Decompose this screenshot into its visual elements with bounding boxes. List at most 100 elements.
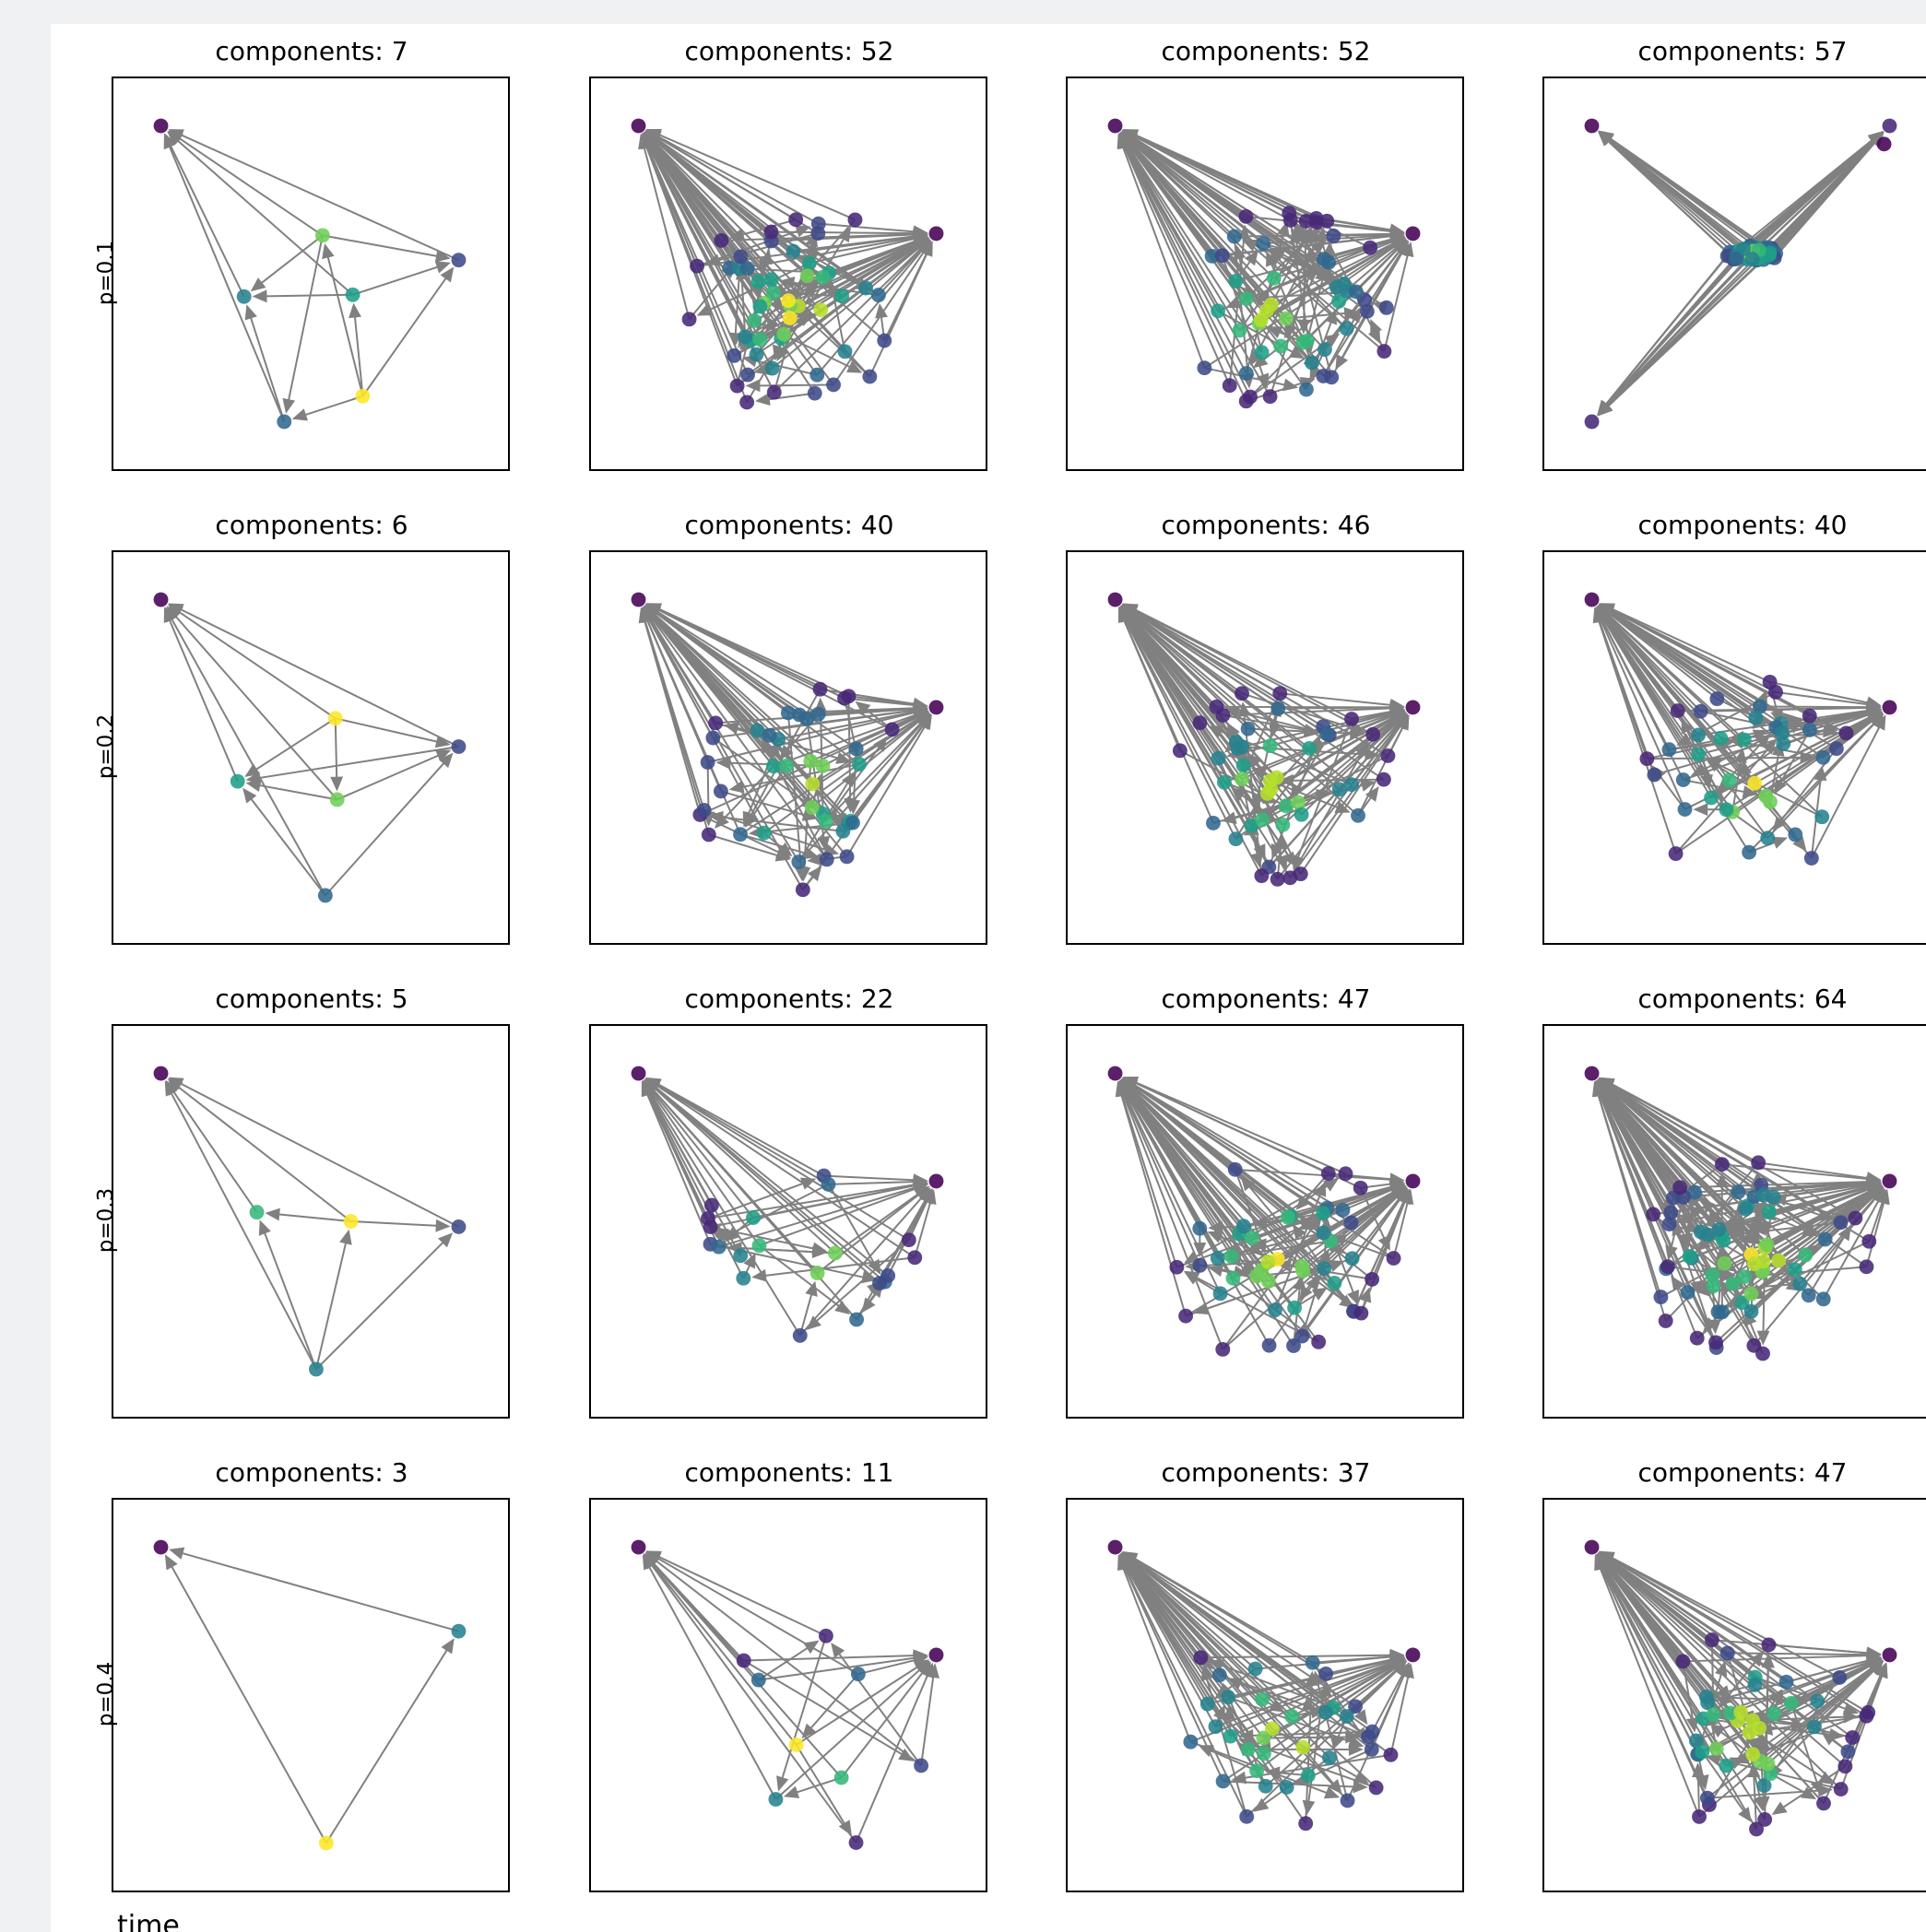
graph-node xyxy=(1756,1778,1772,1793)
graph-node xyxy=(327,711,343,726)
graph-node xyxy=(736,1270,751,1286)
graph-node xyxy=(1295,1739,1311,1755)
graph-node xyxy=(1742,1725,1757,1740)
graph-node xyxy=(1240,721,1256,736)
edge-arrow xyxy=(1771,1765,1846,1816)
graph-node xyxy=(1692,1808,1707,1824)
graph-node xyxy=(928,1647,944,1663)
graph-node xyxy=(1230,740,1246,756)
graph-node xyxy=(766,384,782,400)
edge-arrow xyxy=(335,717,451,748)
graph-node xyxy=(739,395,755,410)
graph-node xyxy=(1743,1286,1759,1302)
edge-arrow xyxy=(1597,1553,1754,1722)
panel-title: components: 3 xyxy=(215,1457,408,1488)
graph-node xyxy=(1646,1207,1661,1222)
graph-node xyxy=(1339,321,1354,336)
graph-node xyxy=(833,1770,849,1785)
panel-title: components: 6 xyxy=(215,510,408,540)
graph-node xyxy=(703,1219,718,1234)
graph-node xyxy=(1331,782,1347,797)
graph-node xyxy=(1744,252,1760,267)
edge-arrow xyxy=(167,1078,352,1222)
edge-arrow xyxy=(643,1553,857,1844)
graph-node xyxy=(1882,700,1897,715)
graph-node xyxy=(819,852,834,867)
graph-node xyxy=(696,803,712,818)
graph-node xyxy=(451,253,467,268)
graph-node xyxy=(1859,1708,1874,1724)
graph-node xyxy=(1840,1744,1856,1760)
graph-node xyxy=(1319,726,1335,742)
graph-node xyxy=(1298,1816,1314,1832)
edge-arrow xyxy=(1249,220,1329,367)
graph-node xyxy=(1647,767,1662,783)
edge-arrow xyxy=(322,243,364,396)
edge-arrow xyxy=(265,1208,351,1222)
network-plot xyxy=(153,1066,467,1377)
graph-node xyxy=(1214,248,1230,264)
edge-arrow xyxy=(1121,131,1235,238)
network-plot xyxy=(631,1539,944,1850)
graph-node xyxy=(928,226,944,242)
graph-node xyxy=(1223,1728,1238,1744)
graph-node xyxy=(249,1205,265,1220)
graph-node xyxy=(713,783,728,799)
graph-node xyxy=(1107,1539,1123,1555)
graph-node xyxy=(1747,1677,1763,1692)
graph-node xyxy=(1736,732,1752,748)
edge-arrow xyxy=(776,1635,827,1792)
graph-node xyxy=(1383,1747,1399,1762)
edge-arrow xyxy=(1290,734,1330,799)
graph-node xyxy=(779,758,794,773)
graph-node xyxy=(1405,1173,1421,1189)
graph-node xyxy=(1298,382,1314,397)
graph-node xyxy=(1282,206,1297,221)
graph-node xyxy=(1802,722,1817,737)
graph-node xyxy=(1376,772,1391,787)
graph-node xyxy=(827,1245,843,1261)
graph-node xyxy=(1693,703,1708,719)
network-panel xyxy=(1542,1498,1926,1892)
network-panel xyxy=(589,1498,987,1892)
edge-arrow xyxy=(920,1663,940,1766)
graph-node xyxy=(1688,1733,1704,1749)
graph-node xyxy=(1238,291,1254,306)
edge-arrow xyxy=(845,714,932,857)
edge-arrow xyxy=(1807,1225,1851,1296)
graph-node xyxy=(1215,1341,1231,1357)
x-axis-label: time xyxy=(117,1910,180,1932)
graph-node xyxy=(1828,741,1844,757)
edge-arrow xyxy=(315,1232,454,1371)
graph-node xyxy=(1343,1215,1359,1231)
graph-node xyxy=(826,377,841,393)
graph-node xyxy=(1680,1285,1696,1300)
graph-node xyxy=(1294,1258,1310,1274)
edge-arrow xyxy=(166,606,338,801)
graph-node xyxy=(451,739,467,754)
edge-arrow xyxy=(1122,1551,1327,1675)
network-plot xyxy=(153,1539,467,1851)
edge-arrow xyxy=(1119,607,1292,878)
graph-node xyxy=(1833,1782,1849,1797)
graph-node xyxy=(837,344,853,359)
graph-node xyxy=(1340,1793,1355,1808)
network-panel xyxy=(112,1024,510,1419)
graph-node xyxy=(236,289,252,304)
edge-arrow xyxy=(350,1219,451,1232)
graph-node xyxy=(1778,1674,1794,1690)
graph-node xyxy=(1317,252,1331,266)
graph-node xyxy=(1223,1249,1239,1264)
edge-arrow xyxy=(644,1078,889,1277)
graph-node xyxy=(1691,747,1707,762)
graph-node xyxy=(1814,809,1830,825)
graph-node xyxy=(1745,1713,1760,1728)
graph-node xyxy=(812,681,828,697)
graph-node xyxy=(1663,1205,1679,1220)
graph-node xyxy=(1262,389,1278,405)
network-panel xyxy=(1066,77,1464,471)
graph-node xyxy=(780,705,796,721)
network-plot xyxy=(631,118,944,410)
edge-arrow xyxy=(1597,248,1769,417)
edge-arrow xyxy=(352,261,452,296)
